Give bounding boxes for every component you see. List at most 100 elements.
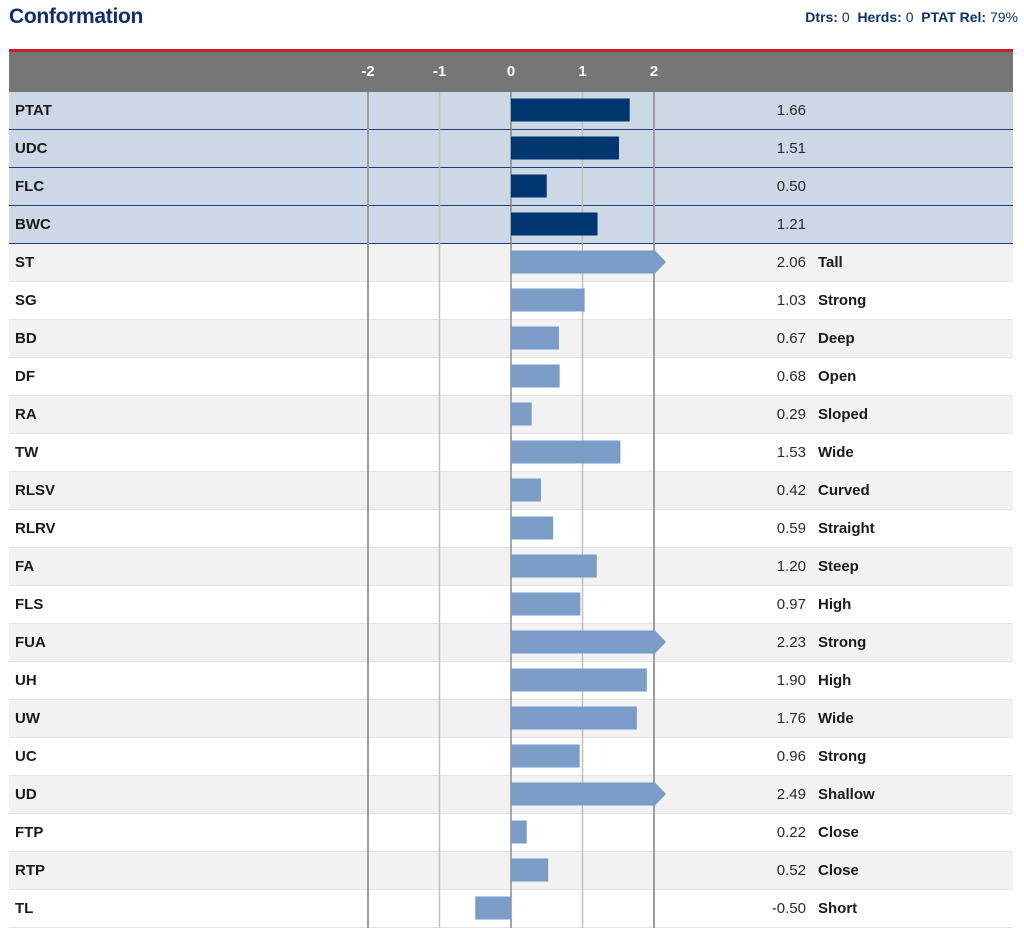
trait-label: DF <box>15 368 35 385</box>
dtrs-value: 0 <box>841 9 850 25</box>
trait-row: FUA 2.23 Strong <box>9 624 1013 662</box>
trait-descriptor: Strong <box>818 748 867 765</box>
trait-value: 0.42 <box>776 482 806 499</box>
trait-label: SG <box>15 292 37 309</box>
trait-row: TL -0.50 Short <box>9 890 1013 928</box>
trait-descriptor: Sloped <box>818 406 869 423</box>
trait-label: BD <box>15 330 37 347</box>
trait-row: DF 0.68 Open <box>9 358 1013 396</box>
trait-row: BWC 1.21 <box>9 206 1013 244</box>
trait-label: UDC <box>15 140 48 157</box>
trait-value: 2.23 <box>776 634 806 651</box>
trait-value: 1.66 <box>776 102 806 119</box>
chart-title: Conformation <box>9 5 144 28</box>
trait-descriptor: Close <box>818 824 859 841</box>
ptat-rel-value: 79% <box>989 9 1018 25</box>
trait-value: 2.06 <box>776 254 806 271</box>
trait-label: UW <box>15 710 40 727</box>
trait-row: UH 1.90 High <box>9 662 1013 700</box>
trait-row: PTAT 1.66 <box>9 92 1013 130</box>
trait-value: 0.97 <box>776 596 806 613</box>
trait-label: TW <box>15 444 39 461</box>
trait-value: 1.03 <box>776 292 806 309</box>
trait-value: 0.67 <box>776 330 806 347</box>
axis-tick-label: 1 <box>578 63 587 80</box>
trait-descriptor: High <box>818 596 852 613</box>
trait-value: 1.53 <box>776 444 806 461</box>
axis-header: -2 -1 0 1 2 <box>9 52 1013 92</box>
trait-descriptor: Tall <box>818 254 843 271</box>
trait-descriptor: Wide <box>818 444 854 461</box>
trait-value: 1.76 <box>776 710 806 727</box>
trait-row: FLC 0.50 <box>9 168 1013 206</box>
trait-row: UDC 1.51 <box>9 130 1013 168</box>
herds-value: 0 <box>905 9 914 25</box>
trait-row: TW 1.53 Wide <box>9 434 1013 472</box>
axis-tick-label: 2 <box>649 63 659 80</box>
stats-summary: Dtrs: 0 Herds: 0 PTAT Rel: 79% <box>805 9 1018 25</box>
trait-descriptor: Strong <box>818 292 867 309</box>
dtrs-label: Dtrs: <box>805 9 838 25</box>
trait-row: UC 0.96 Strong <box>9 738 1013 776</box>
trait-descriptor: Curved <box>818 482 870 499</box>
trait-label: UC <box>15 748 37 765</box>
trait-label: UD <box>15 786 37 803</box>
trait-row: SG 1.03 Strong <box>9 282 1013 320</box>
trait-label: FTP <box>15 824 44 841</box>
trait-row: RLRV 0.59 Straight <box>9 510 1013 548</box>
trait-value: 0.68 <box>776 368 806 385</box>
trait-label: FUA <box>15 634 46 651</box>
herds-label: Herds: <box>857 9 902 25</box>
trait-value: 1.51 <box>776 140 806 157</box>
trait-value: 0.52 <box>776 862 806 879</box>
trait-label: UH <box>15 672 37 689</box>
trait-row: RA 0.29 Sloped <box>9 396 1013 434</box>
trait-row: UD 2.49 Shallow <box>9 776 1013 814</box>
trait-value: 2.49 <box>776 786 806 803</box>
trait-descriptor: Close <box>818 862 859 879</box>
trait-row: FA 1.20 Steep <box>9 548 1013 586</box>
trait-label: BWC <box>15 216 51 233</box>
trait-descriptor: Shallow <box>818 786 875 803</box>
trait-value: -0.50 <box>771 900 806 917</box>
trait-value: 0.29 <box>776 406 806 423</box>
trait-descriptor: Straight <box>818 520 875 537</box>
trait-value: 0.22 <box>776 824 806 841</box>
trait-value: 0.96 <box>776 748 806 765</box>
trait-descriptor: Deep <box>818 330 855 347</box>
trait-label: FA <box>15 558 35 575</box>
trait-row: RLSV 0.42 Curved <box>9 472 1013 510</box>
trait-row: FTP 0.22 Close <box>9 814 1013 852</box>
axis-tick-label: 0 <box>506 63 516 80</box>
trait-descriptor: Strong <box>818 634 867 651</box>
trait-row: FLS 0.97 High <box>9 586 1013 624</box>
axis-tick-label: -2 <box>361 63 375 80</box>
trait-value: 1.20 <box>776 558 806 575</box>
axis-tick-label: -1 <box>432 63 447 80</box>
trait-descriptor: High <box>818 672 852 689</box>
trait-label: FLC <box>15 178 45 195</box>
trait-label: RA <box>15 406 37 423</box>
header-accent-line <box>9 49 1013 52</box>
trait-label: RLSV <box>15 482 56 499</box>
trait-label: TL <box>15 900 34 917</box>
trait-descriptor: Short <box>818 900 858 917</box>
trait-label: FLS <box>15 596 44 613</box>
trait-label: PTAT <box>15 102 52 119</box>
trait-value: 1.21 <box>776 216 806 233</box>
trait-row: RTP 0.52 Close <box>9 852 1013 890</box>
trait-row: BD 0.67 Deep <box>9 320 1013 358</box>
trait-rows: PTAT 1.66 UDC 1.51 FLC 0.50 BWC 1.21 ST 2.06 Tall S… <box>9 92 1013 928</box>
trait-value: 0.50 <box>776 178 806 195</box>
trait-descriptor: Wide <box>818 710 854 727</box>
trait-row: UW 1.76 Wide <box>9 700 1013 738</box>
trait-descriptor: Steep <box>818 558 859 575</box>
trait-label: ST <box>15 254 35 271</box>
ptat-rel-label: PTAT Rel: <box>921 9 987 25</box>
trait-descriptor: Open <box>818 368 857 385</box>
trait-label: RLRV <box>15 520 56 537</box>
trait-label: RTP <box>15 862 45 879</box>
trait-value: 1.90 <box>776 672 806 689</box>
trait-value: 0.59 <box>776 520 806 537</box>
trait-row: ST 2.06 Tall <box>9 244 1013 282</box>
